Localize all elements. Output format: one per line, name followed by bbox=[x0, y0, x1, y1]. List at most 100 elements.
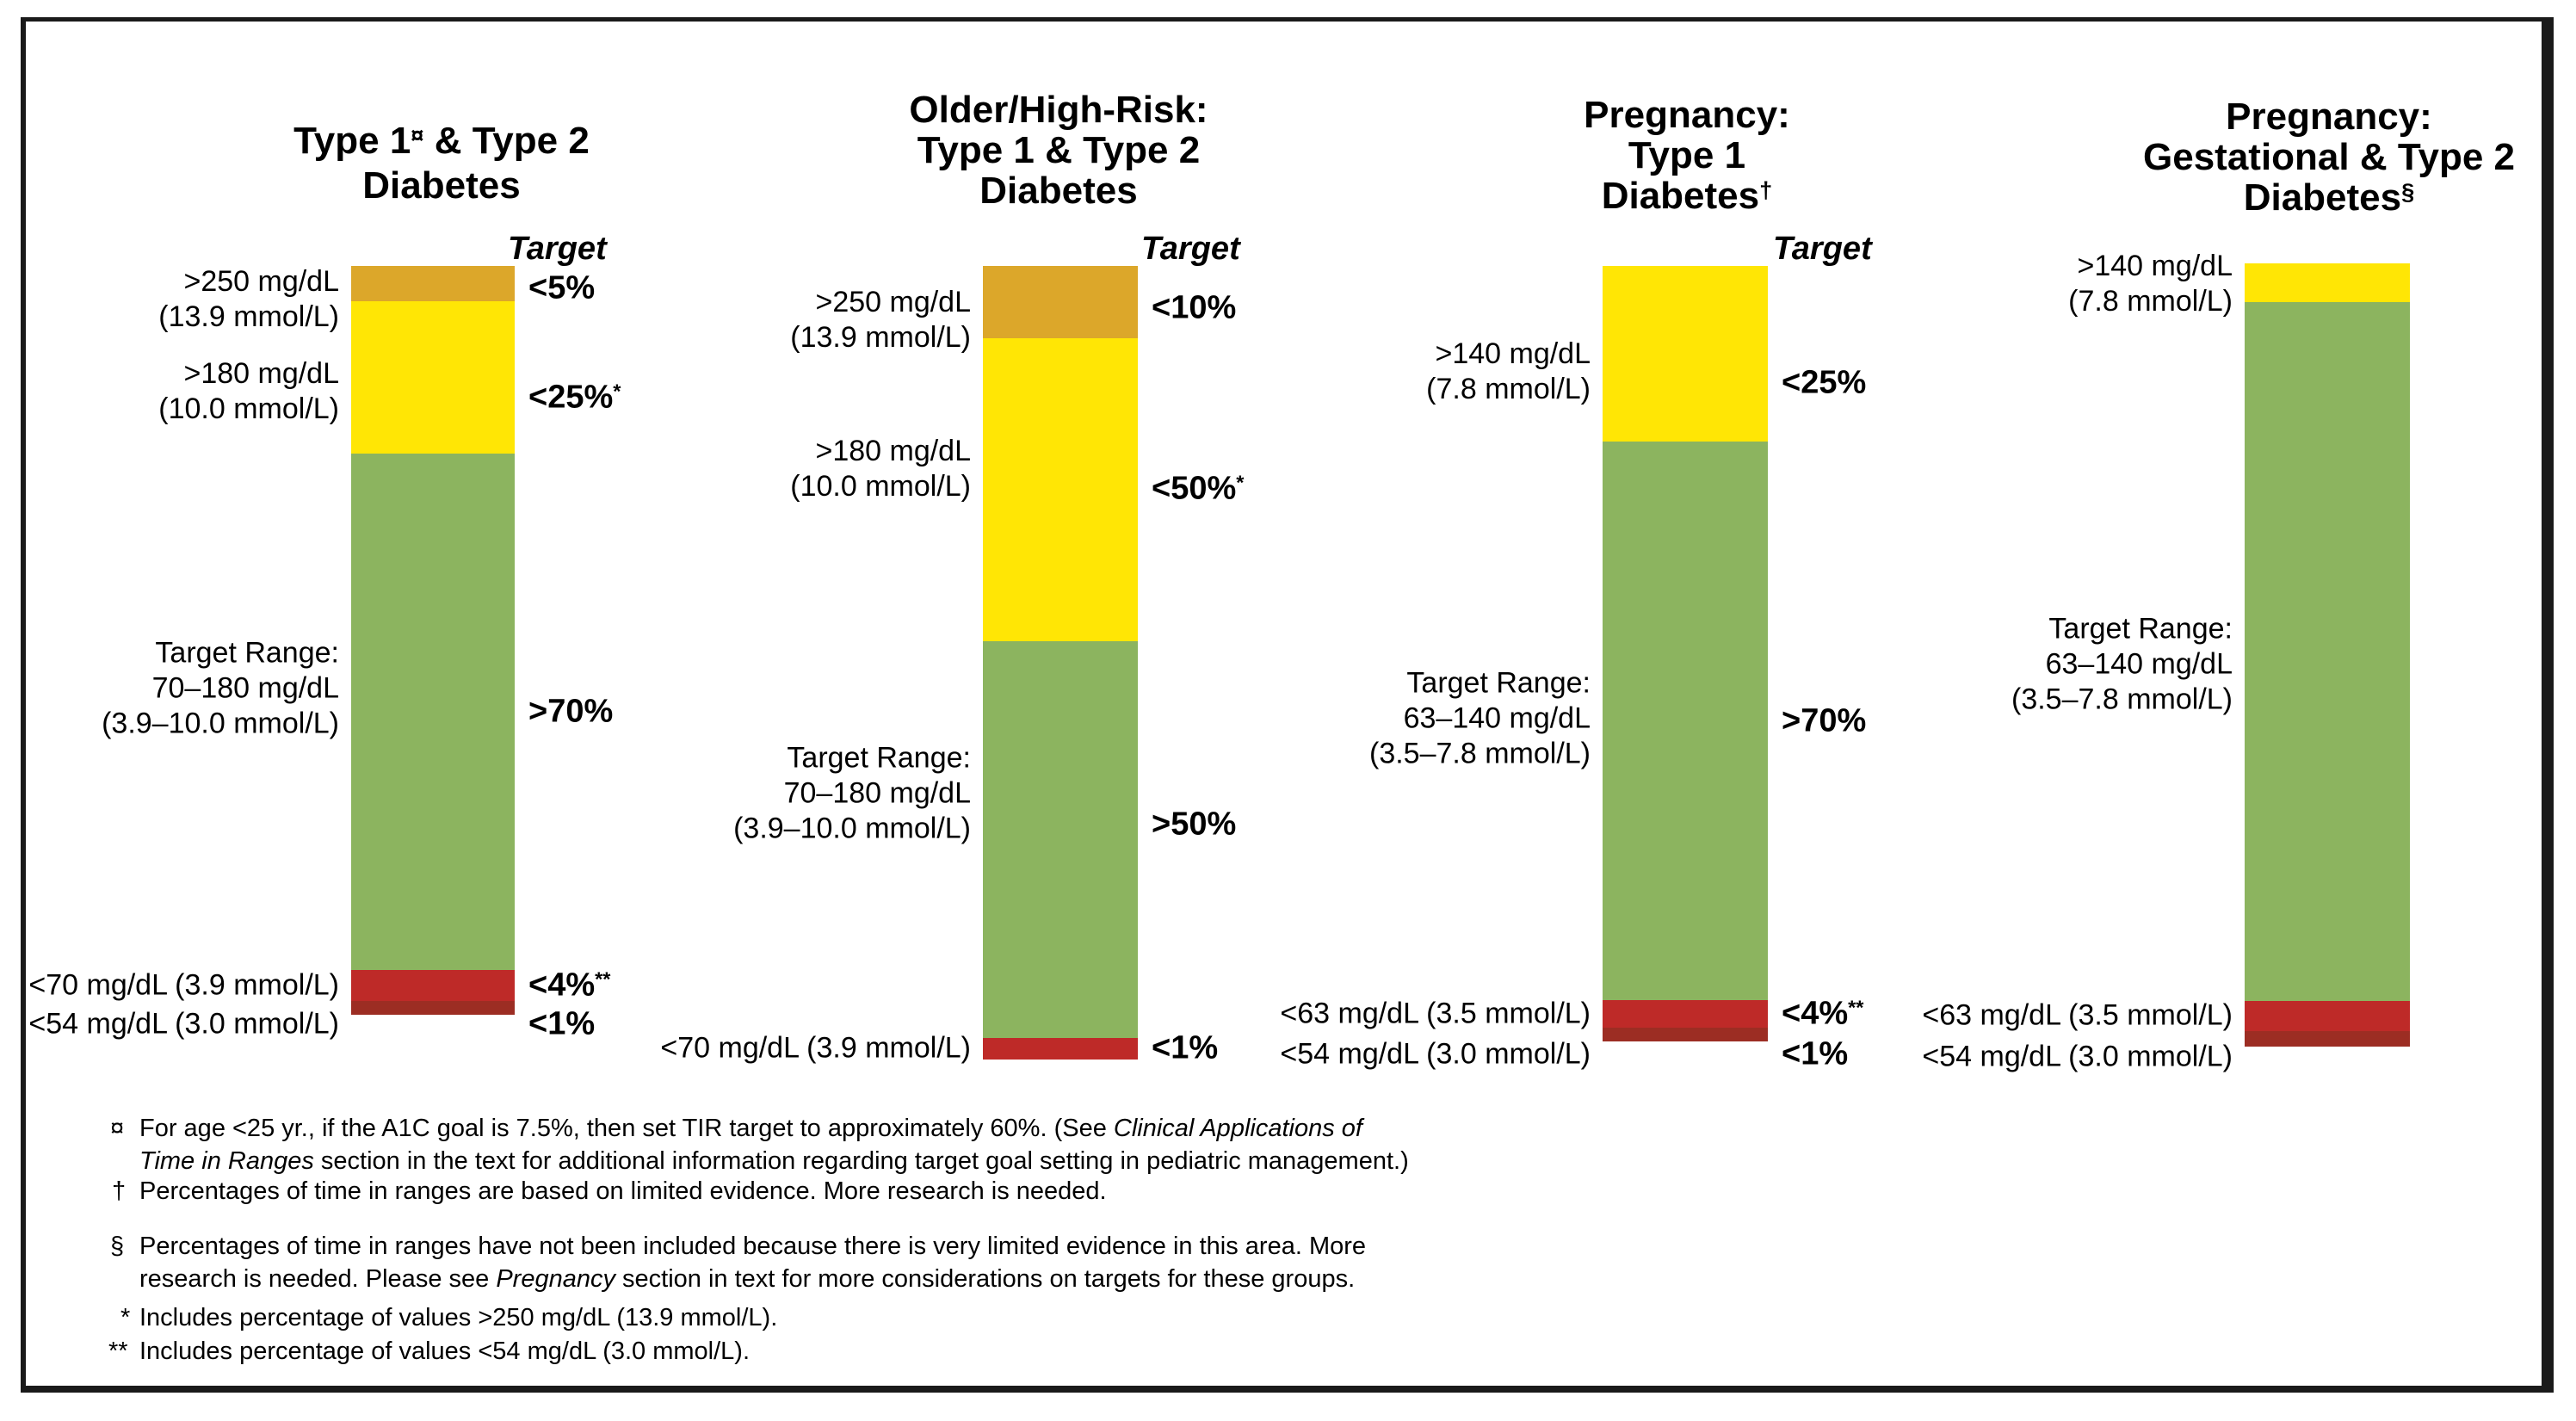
column-title-line: Diabetes† bbox=[1584, 176, 1790, 220]
text-run: Clinical Applications of bbox=[1113, 1115, 1362, 1142]
stacked-bar-pregnancy-type1 bbox=[1603, 266, 1768, 1041]
glucose-range-line: (7.8 mmol/L) bbox=[2068, 285, 2233, 318]
footnote-text-4: Includes percentage of values >250 mg/dL… bbox=[139, 1301, 1448, 1334]
target-percent-label: <25%* bbox=[528, 380, 621, 417]
text-run: >70% bbox=[1782, 702, 1867, 739]
column-title-type1-and-type2: Type 1¤ & Type 2 Diabetes bbox=[293, 120, 590, 206]
glucose-range-label: >250 mg/dL (13.9 mmol/L) bbox=[790, 285, 971, 355]
figure-border bbox=[21, 17, 2554, 1393]
target-percent-label: <4%** bbox=[1782, 996, 1863, 1033]
text-run: <1% bbox=[1782, 1035, 1849, 1072]
superscript-symbol: § bbox=[2401, 177, 2415, 205]
glucose-range-label: Target Range: 70–180 mg/dL (3.9–10.0 mmol/… bbox=[102, 636, 339, 742]
column-title-line: Older/High-Risk: bbox=[909, 90, 1208, 130]
target-percent-label: >50% bbox=[1152, 806, 1236, 843]
text-run: Percentages of time in ranges have not b… bbox=[139, 1233, 1367, 1260]
bar-segment-low bbox=[2245, 1001, 2410, 1031]
bar-segment-in_range bbox=[983, 641, 1138, 1038]
column-title-line: Type 1¤ & Type 2 bbox=[293, 120, 590, 165]
superscript-symbol: * bbox=[1236, 471, 1245, 494]
text-run: Diabetes bbox=[1601, 175, 1760, 217]
bar-segment-in_range bbox=[1603, 442, 1768, 1000]
superscript-symbol: ¤ bbox=[411, 120, 424, 148]
text-run: section in text for more considerations … bbox=[615, 1265, 1356, 1293]
bar-segment-low bbox=[1603, 1000, 1768, 1028]
glucose-range-line: <54 mg/dL (3.0 mmol/L) bbox=[28, 1007, 339, 1041]
glucose-range-line: (13.9 mmol/L) bbox=[158, 300, 339, 333]
footnote-symbol-3: § bbox=[110, 1233, 125, 1260]
glucose-range-line: >250 mg/dL bbox=[815, 286, 971, 318]
footnote-symbol-4: * bbox=[120, 1304, 131, 1331]
glucose-range-line: 63–140 mg/dL bbox=[2045, 647, 2233, 681]
glucose-range-label: Target Range: 63–140 mg/dL (3.5–7.8 mmol/L… bbox=[2011, 612, 2233, 718]
text-run: Older/High-Risk: bbox=[909, 89, 1208, 131]
text-run: Gestational & Type 2 bbox=[2143, 136, 2515, 178]
stacked-bar-type1-and-type2 bbox=[351, 266, 515, 1015]
footnote-symbol-2: † bbox=[112, 1177, 127, 1205]
stacked-bar-older-high-risk bbox=[983, 266, 1138, 1060]
footnote-text-2: Percentages of time in ranges are based … bbox=[139, 1175, 1448, 1208]
glucose-range-line: >140 mg/dL bbox=[2077, 250, 2233, 282]
target-percent-label: <1% bbox=[528, 1006, 595, 1043]
column-title-line: Gestational & Type 2 bbox=[2143, 137, 2515, 177]
target-percent-label: <1% bbox=[1782, 1036, 1848, 1073]
glucose-range-line: Target Range: bbox=[1406, 666, 1591, 700]
text-run: Diabetes bbox=[2243, 176, 2402, 219]
glucose-range-line: <63 mg/dL (3.5 mmol/L) bbox=[1922, 998, 2233, 1032]
text-run: Percentages of time in ranges are based … bbox=[139, 1177, 1107, 1205]
bar-segment-very_low bbox=[1603, 1028, 1768, 1041]
glucose-range-label: >140 mg/dL (7.8 mmol/L) bbox=[2068, 249, 2233, 319]
text-run: Time in Ranges bbox=[139, 1147, 314, 1175]
column-title-line: Pregnancy: bbox=[2143, 96, 2515, 137]
column-title-pregnancy-type1: Pregnancy: Type 1 Diabetes† bbox=[1584, 95, 1790, 220]
text-run: Includes percentage of values >250 mg/dL… bbox=[139, 1304, 778, 1331]
glucose-range-line: 63–140 mg/dL bbox=[1403, 701, 1591, 735]
footnote-text-1: For age <25 yr., if the A1C goal is 7.5%… bbox=[139, 1112, 1448, 1177]
bar-segment-high bbox=[983, 338, 1138, 641]
target-percent-label: <5% bbox=[528, 270, 595, 307]
glucose-range-label: <54 mg/dL (3.0 mmol/L) bbox=[1922, 1040, 2233, 1075]
target-percent-label: <10% bbox=[1152, 290, 1236, 327]
glucose-range-line: Target Range: bbox=[155, 636, 339, 670]
target-percent-label: <25% bbox=[1782, 365, 1866, 402]
glucose-range-label: <54 mg/dL (3.0 mmol/L) bbox=[1280, 1037, 1591, 1072]
target-percent-label: <4%** bbox=[528, 967, 610, 1004]
glucose-range-line: >250 mg/dL bbox=[183, 265, 339, 298]
text-run: <25% bbox=[528, 379, 614, 416]
text-run: & Type 2 bbox=[423, 120, 590, 162]
glucose-range-line: (3.5–7.8 mmol/L) bbox=[2011, 683, 2233, 716]
column-title-line: Diabetes bbox=[293, 165, 590, 206]
superscript-symbol: ** bbox=[1848, 996, 1864, 1019]
text-run: Type 1 & Type 2 bbox=[917, 129, 1201, 171]
text-run: Type 1 bbox=[1628, 134, 1746, 176]
glucose-range-line: 70–180 mg/dL bbox=[783, 776, 971, 810]
bar-segment-very_low bbox=[2245, 1031, 2410, 1047]
text-run: <25% bbox=[1782, 364, 1867, 401]
text-run: section in the text for additional infor… bbox=[313, 1147, 1409, 1175]
text-run: <1% bbox=[528, 1005, 596, 1042]
glucose-range-label: <70 mg/dL (3.9 mmol/L) bbox=[28, 968, 339, 1004]
glucose-range-line: Target Range: bbox=[2048, 612, 2233, 646]
glucose-range-line: 70–180 mg/dL bbox=[151, 671, 339, 705]
glucose-range-label: >250 mg/dL (13.9 mmol/L) bbox=[158, 264, 339, 335]
glucose-range-label: <70 mg/dL (3.9 mmol/L) bbox=[660, 1031, 971, 1066]
glucose-range-label: Target Range: 63–140 mg/dL (3.5–7.8 mmol/L… bbox=[1369, 666, 1591, 772]
target-column-header-older-high-risk: Target bbox=[1141, 231, 1240, 267]
glucose-range-label: <54 mg/dL (3.0 mmol/L) bbox=[28, 1007, 339, 1042]
column-title-older-high-risk: Older/High-Risk: Type 1 & Type 2 Diabetes bbox=[909, 90, 1208, 211]
text-run: <4% bbox=[528, 967, 596, 1004]
column-title-line: Diabetes bbox=[909, 170, 1208, 211]
column-title-line: Type 1 & Type 2 bbox=[909, 130, 1208, 170]
footnote-text-5: Includes percentage of values <54 mg/dL … bbox=[139, 1335, 1448, 1368]
target-column-header-type1-and-type2: Target bbox=[508, 231, 607, 267]
superscript-symbol: † bbox=[1759, 176, 1773, 203]
text-run: <50% bbox=[1152, 470, 1237, 507]
glucose-range-line: (10.0 mmol/L) bbox=[790, 470, 971, 503]
glucose-range-line: (3.9–10.0 mmol/L) bbox=[733, 812, 971, 845]
footnote-text-3: Percentages of time in ranges have not b… bbox=[139, 1230, 1448, 1295]
target-percent-label: <50%* bbox=[1152, 471, 1244, 508]
target-percent-label: <1% bbox=[1152, 1030, 1218, 1067]
text-run: >70% bbox=[528, 693, 614, 730]
glucose-range-label: >180 mg/dL (10.0 mmol/L) bbox=[158, 356, 339, 427]
bar-segment-in_range bbox=[351, 454, 515, 970]
